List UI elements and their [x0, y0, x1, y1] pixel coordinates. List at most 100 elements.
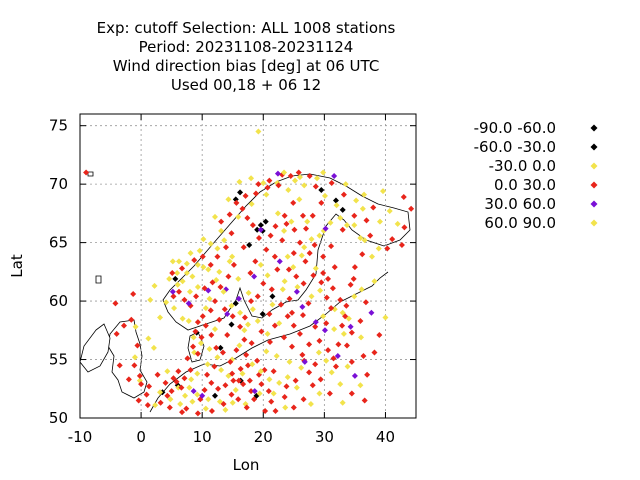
data-point-series-5	[257, 368, 264, 375]
data-point-series-2	[274, 210, 281, 217]
data-point-series-3	[306, 369, 313, 376]
data-point-series-0	[332, 197, 339, 204]
data-point-series-2	[282, 404, 289, 411]
data-point-series-3	[360, 353, 367, 360]
data-point-series-2	[263, 191, 270, 198]
data-point-series-3	[318, 199, 325, 206]
x-tick-label: 10	[193, 428, 212, 446]
data-point-series-5	[248, 175, 255, 182]
data-point-series-3	[285, 266, 292, 273]
data-point-series-2	[235, 213, 242, 220]
legend-marker	[590, 124, 598, 132]
data-point-series-3	[376, 331, 383, 338]
data-point-series-2	[301, 182, 308, 189]
data-point-series-5	[260, 179, 267, 186]
data-point-series-5	[186, 384, 193, 391]
data-point-series-3	[316, 337, 323, 344]
data-point-series-3	[260, 280, 267, 287]
data-point-series-2	[345, 315, 352, 322]
data-point-series-5	[194, 261, 201, 268]
data-point-series-5	[266, 376, 273, 383]
data-point-series-2	[323, 357, 330, 364]
data-point-series-3	[223, 244, 230, 251]
data-point-series-3	[224, 331, 231, 338]
data-point-series-4	[224, 310, 231, 317]
data-point-series-3	[258, 328, 265, 335]
data-point-series-5	[342, 181, 349, 188]
data-point-series-3	[202, 322, 209, 329]
data-point-series-5	[298, 252, 305, 259]
data-points	[83, 128, 415, 417]
data-point-series-2	[293, 384, 300, 391]
data-point-series-3	[207, 261, 214, 268]
data-point-series-2	[264, 330, 271, 337]
data-point-series-5	[187, 250, 194, 257]
legend-marker	[590, 219, 598, 227]
data-point-series-2	[263, 348, 270, 355]
data-point-series-5	[236, 178, 243, 185]
data-point-series-3	[398, 241, 405, 248]
data-point-series-5	[228, 302, 235, 309]
data-point-series-2	[308, 293, 315, 300]
data-point-series-4	[351, 372, 358, 379]
data-point-series-5	[331, 326, 338, 333]
data-point-series-2	[249, 306, 256, 313]
data-point-series-3	[303, 225, 310, 232]
data-point-series-3	[242, 192, 249, 199]
data-point-series-3	[384, 245, 391, 252]
legend-marker	[590, 181, 598, 189]
data-point-series-2	[236, 342, 243, 349]
data-point-series-3	[248, 298, 255, 305]
data-point-series-5	[284, 374, 291, 381]
data-point-series-3	[199, 313, 206, 320]
data-point-series-2	[245, 289, 252, 296]
data-point-series-2	[157, 389, 164, 396]
data-point-series-0	[262, 218, 269, 225]
data-point-series-4	[199, 392, 206, 399]
data-point-series-3	[299, 312, 306, 319]
data-point-series-3	[290, 250, 297, 257]
data-point-series-3	[309, 382, 316, 389]
data-point-series-3	[357, 317, 364, 324]
data-point-series-3	[162, 379, 169, 386]
data-point-series-3	[330, 355, 337, 362]
data-point-series-3	[164, 392, 171, 399]
data-point-series-2	[294, 284, 301, 291]
data-point-series-3	[283, 220, 290, 227]
data-point-series-3	[208, 379, 215, 386]
y-tick-label: 60	[49, 292, 68, 310]
data-point-series-3	[267, 232, 274, 239]
data-point-series-3	[300, 396, 307, 403]
data-point-series-3	[350, 275, 357, 282]
data-point-series-3	[233, 347, 240, 354]
data-point-series-3	[281, 334, 288, 341]
data-point-series-2	[202, 405, 209, 412]
data-point-series-3	[279, 237, 286, 244]
data-point-series-1	[237, 189, 244, 196]
data-point-series-2	[286, 358, 293, 365]
data-point-series-3	[340, 191, 347, 198]
data-point-series-3	[184, 355, 191, 362]
data-point-series-2	[190, 334, 197, 341]
axis-ticks: -10 0 10 20 30 40 50 55 60 65 70 75	[49, 114, 416, 446]
data-point-series-3	[290, 404, 297, 411]
data-point-series-3	[248, 340, 255, 347]
data-point-series-3	[198, 334, 205, 341]
data-point-series-3	[281, 393, 288, 400]
data-point-series-2	[214, 354, 221, 361]
data-point-series-2	[337, 215, 344, 222]
data-point-series-5	[254, 317, 261, 324]
data-point-series-3	[240, 244, 247, 251]
data-point-series-3	[135, 397, 142, 404]
data-point-series-3	[201, 386, 208, 393]
data-point-series-3	[317, 376, 324, 383]
data-point-series-3	[170, 293, 177, 300]
data-point-series-5	[320, 169, 327, 176]
data-point-series-3	[209, 279, 216, 286]
data-point-series-3	[211, 363, 218, 370]
data-point-series-5	[200, 236, 207, 243]
data-point-series-2	[229, 253, 236, 260]
y-tick-label: 70	[49, 175, 68, 193]
x-tick-label: 40	[376, 428, 395, 446]
data-point-series-3	[143, 391, 150, 398]
